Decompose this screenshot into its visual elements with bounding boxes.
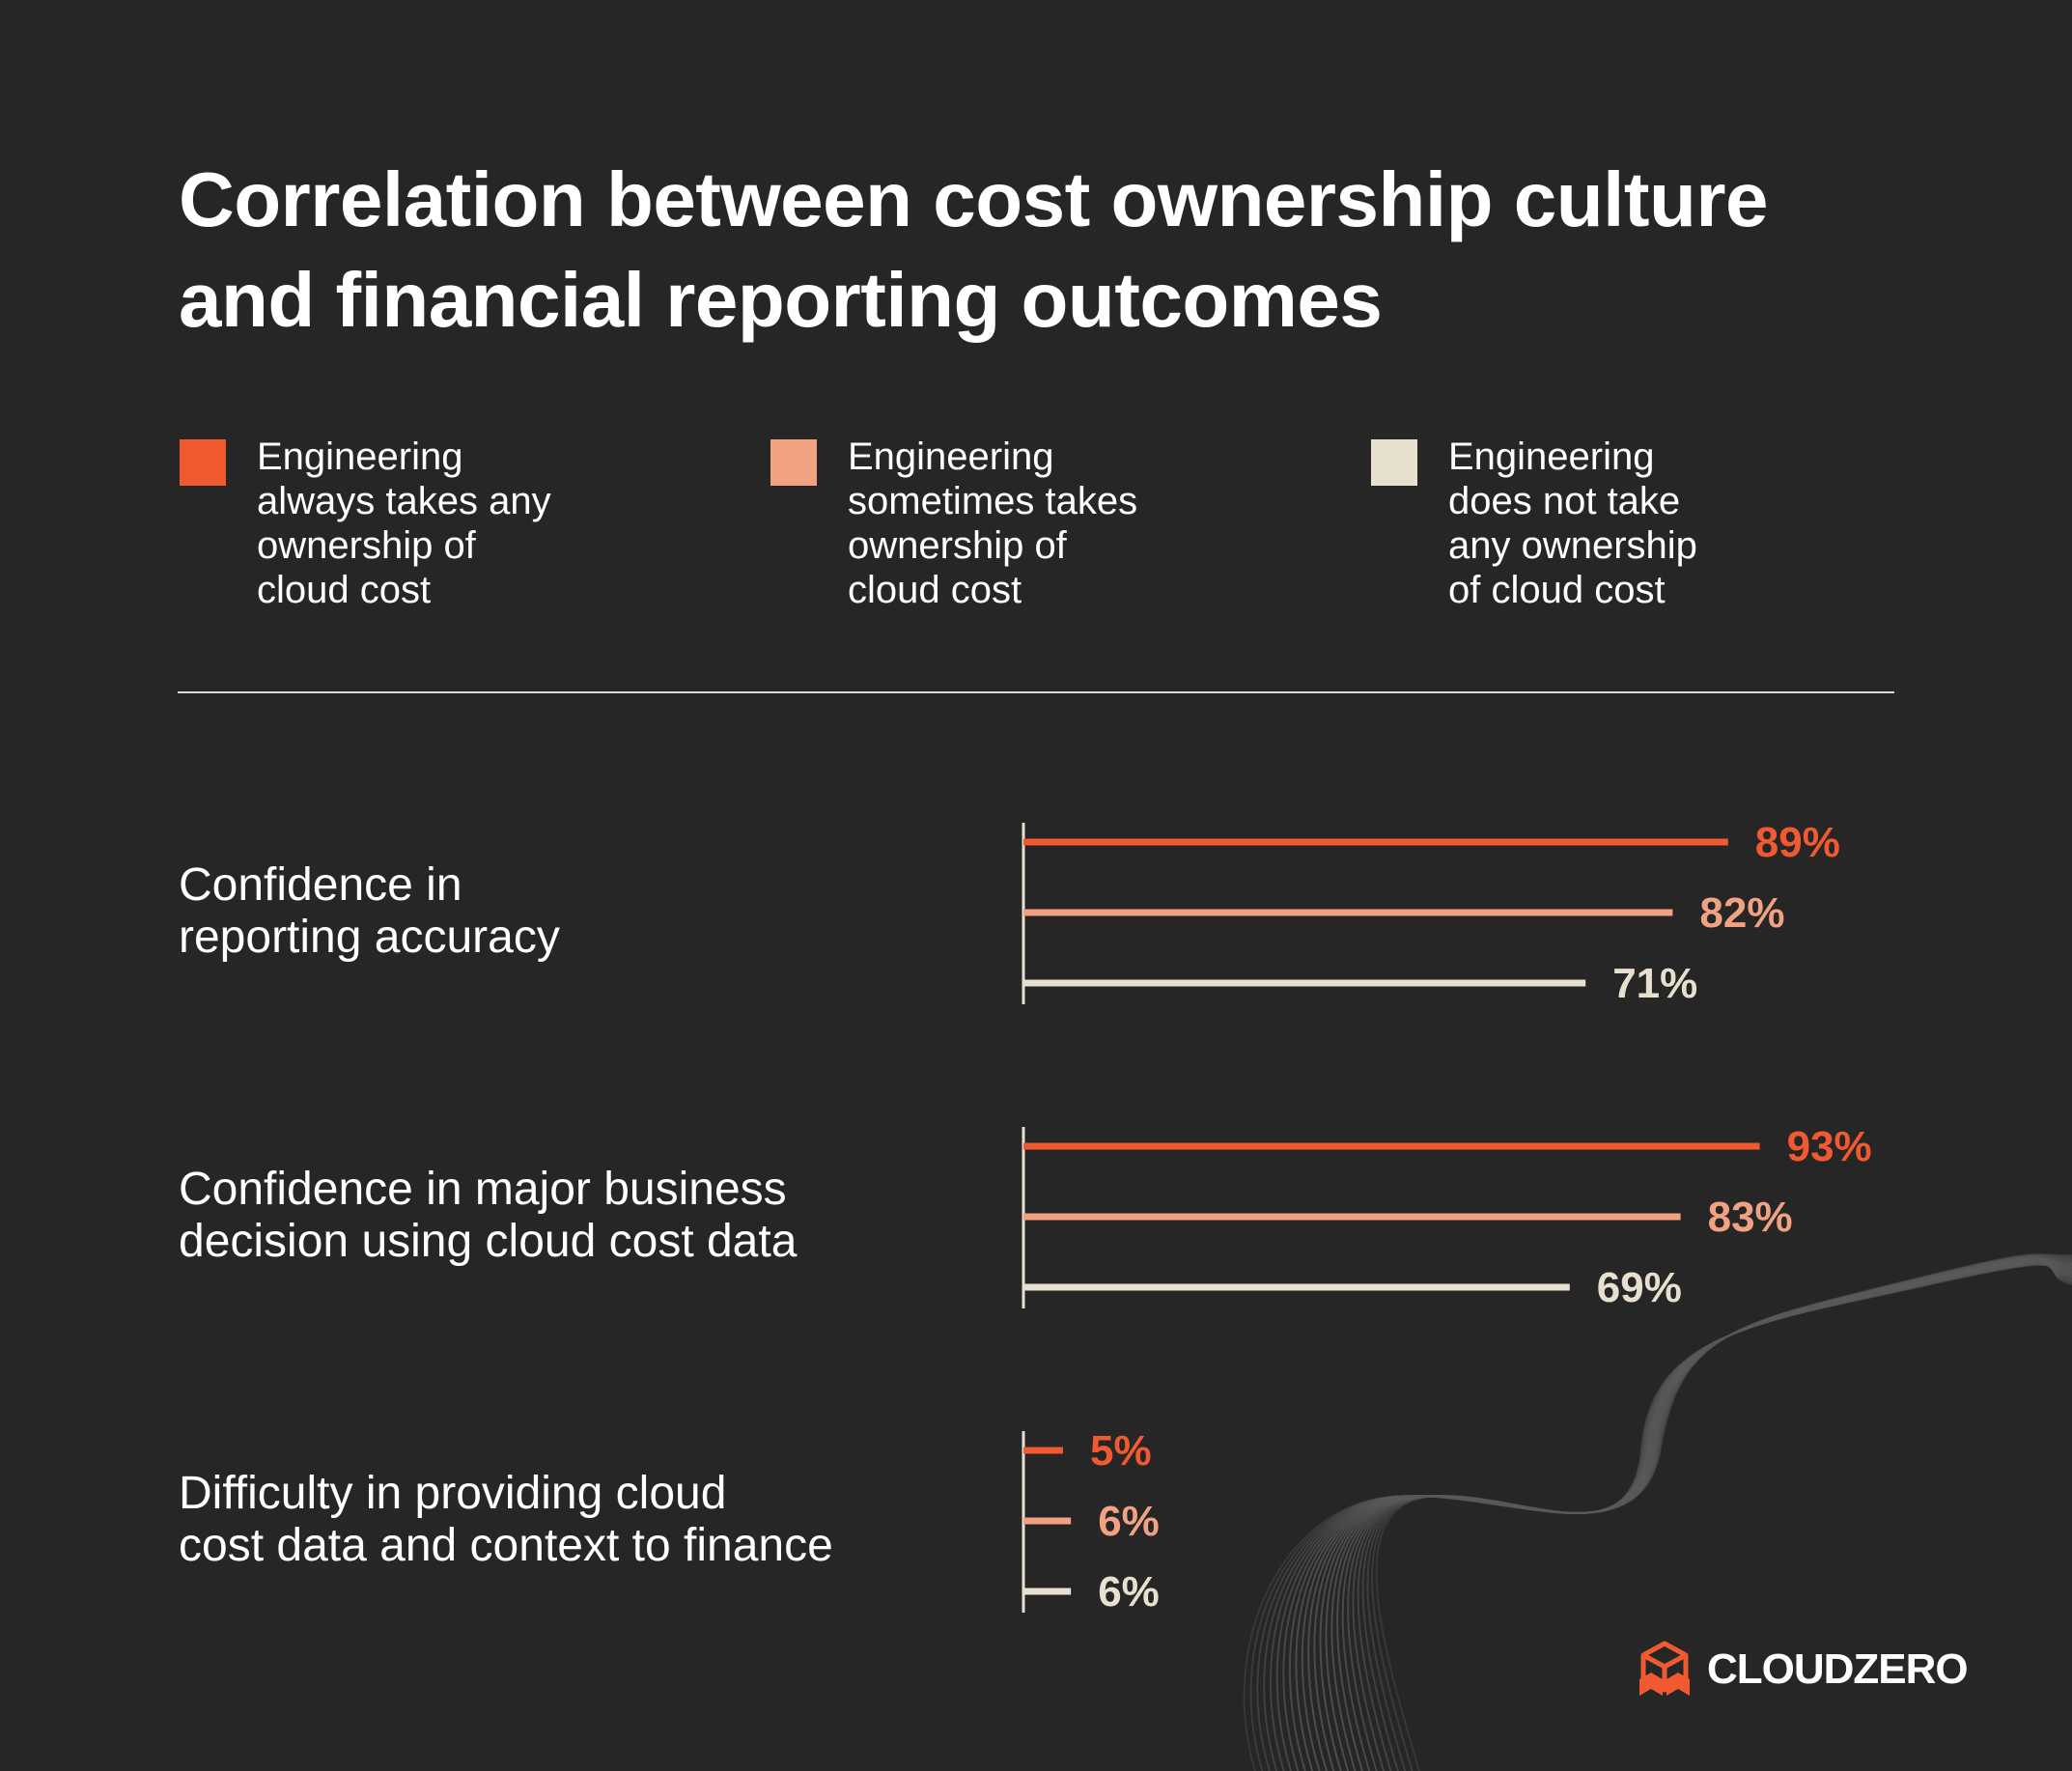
bar-value-label: 6% [1098, 1498, 1160, 1545]
decorative-wave-line [1366, 1263, 2072, 1771]
decorative-wave-line [1243, 1252, 2072, 1771]
legend-label-line: ownership of [848, 524, 1067, 567]
category-label-line: cost data and context to finance [179, 1520, 833, 1571]
legend-label-line: Engineering [257, 436, 463, 478]
bar [1023, 1447, 1063, 1454]
bar-value-label: 5% [1090, 1427, 1152, 1475]
legend-label-line: cloud cost [257, 569, 432, 611]
legend-label-line: Engineering [848, 436, 1054, 478]
legend-label-line: cloud cost [848, 569, 1022, 611]
bar-value-label: 93% [1787, 1123, 1872, 1170]
legend-label-none: Engineering does not take any ownership … [1448, 435, 1873, 612]
category-label-line: Confidence in [179, 859, 462, 911]
legend-label-line: Engineering [1448, 436, 1655, 478]
legend-label-line: any ownership [1448, 524, 1697, 567]
bar-value-label: 71% [1612, 960, 1697, 1007]
decorative-wave-line [1361, 1262, 2072, 1771]
bar [1023, 838, 1728, 846]
legend-label-line: does not take [1448, 480, 1681, 522]
legend-swatch-always [180, 439, 226, 486]
bar [1023, 1283, 1570, 1291]
bar-value-label: 6% [1098, 1568, 1160, 1616]
legend-label-sometimes: Engineering sometimes takes ownership of… [848, 435, 1273, 612]
legend-label-line: sometimes takes [848, 480, 1138, 522]
legend-swatch-sometimes [770, 439, 817, 486]
category-label-line: Difficulty in providing cloud [179, 1468, 727, 1519]
bar-value-label: 69% [1597, 1264, 1682, 1311]
divider [178, 691, 1894, 693]
category-label-reporting-accuracy: Confidence in reporting accuracy [179, 859, 1048, 964]
bar [1023, 1213, 1681, 1221]
category-label-line: reporting accuracy [179, 912, 560, 963]
decorative-wave-line [1371, 1263, 2072, 1771]
legend-label-always: Engineering always takes any ownership o… [257, 435, 682, 612]
cloudzero-logo-icon [1639, 1641, 1690, 1696]
chart-title-line-2: and financial reporting outcomes [179, 257, 1383, 343]
legend-label-line: of cloud cost [1448, 569, 1666, 611]
cloudzero-logo-text: CLOUDZERO [1707, 1645, 1969, 1693]
category-label-line: decision using cloud cost data [179, 1216, 798, 1267]
legend-label-line: always takes any [257, 480, 551, 522]
category-label-business-decision: Confidence in major business decision us… [179, 1164, 1048, 1268]
legend-swatch-none [1371, 439, 1417, 486]
bar [1023, 909, 1673, 916]
category-label-line: Confidence in major business [179, 1164, 787, 1215]
bar-value-label: 82% [1699, 889, 1784, 937]
legend-label-line: ownership of [257, 524, 476, 567]
bar [1023, 1142, 1760, 1150]
bar [1023, 1588, 1072, 1595]
bar-value-label: 89% [1755, 819, 1840, 866]
category-label-difficulty-providing-data: Difficulty in providing cloud cost data … [179, 1468, 1048, 1572]
bar [1023, 979, 1586, 987]
bar [1023, 1517, 1072, 1525]
chart-title-line-1: Correlation between cost ownership cultu… [179, 156, 1768, 242]
chart-title: Correlation between cost ownership cultu… [179, 150, 1917, 351]
decorative-wave-line [1375, 1263, 2072, 1771]
bar-value-label: 83% [1708, 1194, 1793, 1241]
